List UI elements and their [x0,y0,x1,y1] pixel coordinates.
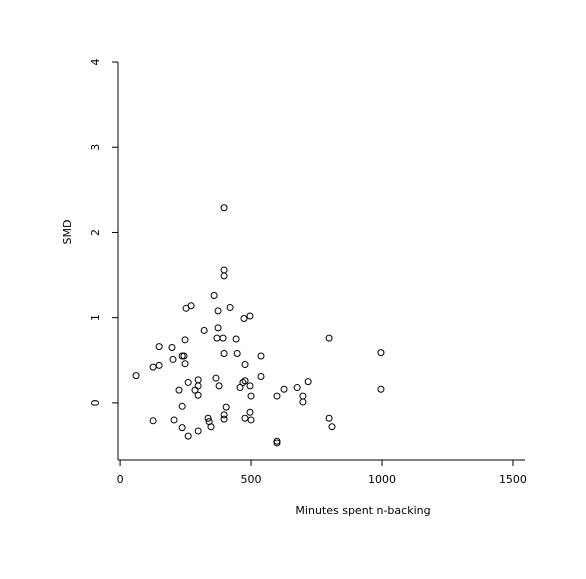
y-tick-label: 3 [89,144,102,151]
point [226,303,234,311]
point [222,403,230,411]
point [215,382,223,390]
point [293,384,301,392]
point [194,427,202,435]
point [377,349,385,357]
point [325,334,333,342]
point [207,423,215,431]
y-tick-label: 1 [89,314,102,321]
point [299,398,307,406]
point [132,372,140,380]
point [236,384,244,392]
point [246,312,254,320]
point [241,414,249,422]
point [247,416,255,424]
point [213,334,221,342]
point [178,352,186,360]
point [180,352,188,360]
point [200,326,208,334]
point [246,408,254,416]
point [247,392,255,400]
point [178,402,186,410]
point [220,411,228,419]
point [181,336,189,344]
x-tick-label: 1500 [499,473,527,486]
point [155,361,163,369]
point [212,374,220,382]
point [304,378,312,386]
point [325,414,333,422]
point [299,392,307,400]
x-tick-label: 1000 [368,473,396,486]
point [220,204,228,212]
point [240,315,248,323]
point [210,292,218,300]
point [194,376,202,384]
y-tick-label: 2 [89,229,102,236]
point [214,307,222,315]
point [220,349,228,357]
point [241,377,249,385]
point [149,417,157,425]
point [170,416,178,424]
point [187,302,195,310]
point [155,343,163,351]
point [181,360,189,368]
point [184,378,192,386]
point [204,414,212,422]
point [233,349,241,357]
y-tick-label: 0 [89,399,102,406]
x-tick-label: 0 [117,473,124,486]
point [184,432,192,440]
point [257,352,265,360]
point [178,424,186,432]
point [194,391,202,399]
point [241,361,249,369]
point [257,372,265,380]
x-tick-label: 500 [241,473,262,486]
point [280,385,288,393]
point [214,324,222,332]
point [219,334,227,342]
point [149,363,157,371]
point [377,385,385,393]
y-tick-label: 4 [89,59,102,66]
point [168,344,176,352]
point [328,423,336,431]
point [169,355,177,363]
point [175,386,183,394]
point [273,392,281,400]
point [273,439,281,447]
point [194,382,202,390]
point [220,266,228,274]
point [220,415,228,423]
point [246,382,254,390]
point [220,272,228,280]
point [239,378,247,386]
point [232,335,240,343]
y-axis-label: SMD [61,220,74,245]
x-axis-label: Minutes spent n-backing [295,504,430,517]
